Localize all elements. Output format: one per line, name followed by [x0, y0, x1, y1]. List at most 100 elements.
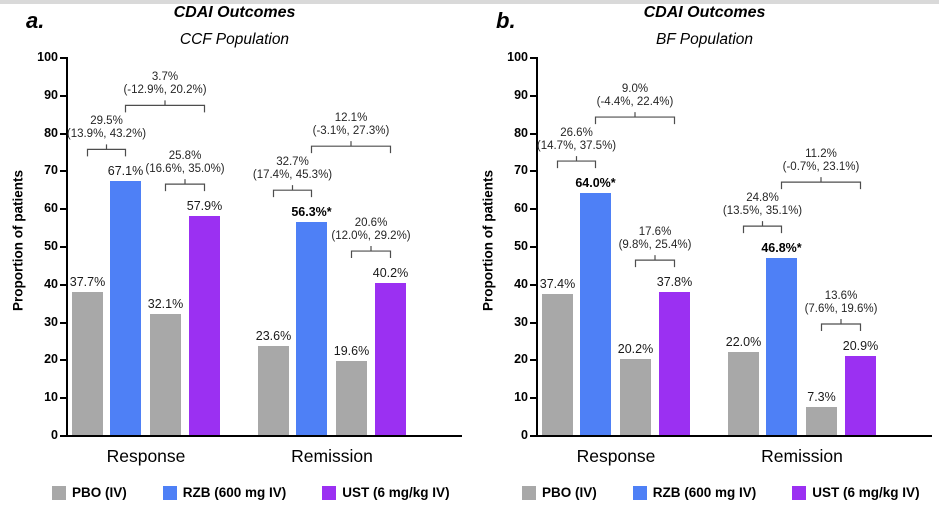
legend-label: RZB (600 mg IV)	[182, 485, 287, 500]
y-tick-label: 60	[514, 201, 528, 216]
bar-value-label: 56.3%*	[291, 205, 332, 220]
y-tick-label: 100	[37, 50, 58, 64]
x-category-label: Remission	[761, 446, 843, 466]
bar-value-label: 20.2%	[617, 341, 654, 356]
y-axis-title: Proportion of patients	[480, 170, 496, 311]
comparison-label: 3.7% (-12.9%, 20.2%)	[123, 71, 206, 97]
chart-subtitle: CCF Population	[179, 31, 290, 48]
comparison-diff: 11.2%	[805, 148, 837, 161]
bar-value-label: 37.4%	[539, 276, 576, 291]
chart-subtitle: BF Population	[655, 31, 754, 48]
y-tick-mark	[60, 208, 66, 211]
comparison-diff: 20.6%	[354, 217, 388, 230]
comparison-bracket	[634, 255, 676, 268]
bar-value-label: 32.1%	[147, 296, 184, 311]
panel-b-bf-population: b. CDAI Outcomes BF Population 0 10 20 30 40…	[470, 0, 939, 522]
x-axis-line	[536, 435, 932, 437]
bar-remission-ust	[375, 283, 406, 435]
legend: PBO (IV) RZB (600 mg IV) UST (6 mg/kg IV)	[52, 485, 450, 500]
bar-value-label: 57.9%	[186, 199, 223, 214]
comparison-bracket	[556, 156, 597, 169]
y-tick-mark	[530, 94, 536, 97]
panel-letter-a: a.	[26, 8, 45, 33]
rzb-color-swatch	[162, 485, 177, 500]
y-tick-label: 0	[51, 428, 58, 442]
y-tick-mark	[530, 397, 536, 400]
bar-response-pbo	[542, 293, 573, 435]
y-tick-mark	[60, 132, 66, 135]
ust-color-swatch	[322, 485, 337, 500]
legend-item-pbo: PBO (IV)	[522, 485, 597, 500]
comparison-ci: (-12.9%, 20.2%)	[123, 84, 207, 97]
y-tick-label: 70	[44, 163, 58, 178]
comparison-ci: (7.6%, 19.6%)	[804, 302, 878, 315]
comparison-bracket	[780, 177, 862, 190]
y-tick-mark	[530, 321, 536, 324]
pbo-color-swatch	[52, 485, 66, 500]
y-tick-mark	[60, 435, 66, 437]
comparison-bracket	[124, 100, 206, 113]
comparison-bracket	[310, 141, 392, 154]
bar-response-ust	[189, 216, 220, 435]
bar-value-label: 22.0%	[725, 334, 762, 349]
y-tick-label: 10	[514, 390, 528, 405]
bar-value-label: 19.6%	[333, 343, 370, 358]
comparison-diff: 17.6%	[638, 226, 672, 239]
bar-value-label: 46.8%*	[761, 241, 802, 256]
bar-response-pbo	[72, 292, 103, 435]
y-tick-mark	[60, 246, 66, 248]
bar-remission-pbo-2	[336, 360, 367, 435]
comparison-brackets-layer	[556, 112, 862, 331]
comparison-bracket	[164, 179, 206, 192]
bar-value-label: 64.0%*	[575, 176, 616, 191]
comparison-ci: (17.4%, 45.3%)	[252, 169, 333, 182]
comparison-ci: (9.8%, 25.4%)	[618, 239, 692, 252]
y-tick-mark	[530, 208, 536, 211]
comparison-ci: (-4.4%, 22.4%)	[596, 96, 674, 109]
y-tick-mark	[530, 57, 536, 59]
y-tick-mark	[60, 57, 66, 59]
comparison-bracket	[350, 246, 392, 259]
bar-value-label: 23.6%	[255, 328, 292, 343]
y-axis-line	[536, 57, 538, 437]
comparison-bracket	[272, 185, 313, 198]
y-tick-label: 20	[514, 352, 528, 367]
y-tick-label: 100	[507, 50, 528, 64]
bar-remission-pbo	[258, 345, 289, 435]
y-tick-label: 10	[44, 390, 58, 405]
y-tick-label: 30	[44, 314, 58, 329]
bar-value-label: 67.1%	[107, 164, 144, 179]
x-category-label: Response	[576, 446, 656, 466]
comparison-diff: 32.7%	[276, 156, 309, 169]
legend-item-rzb: RZB (600 mg IV)	[162, 485, 287, 500]
legend-label: RZB (600 mg IV)	[652, 485, 757, 500]
bar-remission-ust	[845, 355, 876, 435]
legend-item-rzb: RZB (600 mg IV)	[632, 485, 757, 500]
bar-value-label: 37.7%	[69, 275, 106, 290]
comparison-diff: 26.6%	[560, 127, 593, 140]
comparison-diff: 24.8%	[746, 192, 779, 205]
comparison-label: 26.6% (14.7%, 37.5%)	[537, 127, 616, 153]
comparison-diff: 25.8%	[168, 150, 202, 163]
comparison-ci: (16.6%, 35.0%)	[145, 163, 225, 176]
y-tick-mark	[60, 170, 66, 173]
bar-chart-ccf: 0 10 20 30 40 50 60 70 80 90 100 Proportion of pati…	[0, 0, 469, 522]
y-tick-label: 80	[44, 125, 58, 140]
comparison-bracket	[594, 112, 676, 125]
x-category-label: Response	[106, 446, 186, 466]
y-tick-label: 90	[44, 87, 58, 102]
y-tick-label: 50	[514, 239, 528, 253]
y-axis-line	[66, 57, 68, 437]
chart-title: CDAI Outcomes	[643, 4, 766, 21]
legend-label: PBO (IV)	[72, 485, 127, 500]
y-tick-label: 0	[521, 428, 528, 442]
bar-remission-rzb	[296, 222, 327, 435]
bar-remission-pbo-2	[806, 407, 837, 435]
y-tick-label: 90	[514, 87, 528, 102]
y-tick-label: 30	[514, 314, 528, 329]
bar-chart-bf: 0 10 20 30 40 50 60 70 80 90 100 Proportion of pati…	[470, 0, 939, 522]
y-tick-mark	[530, 132, 536, 135]
comparison-bracket	[742, 221, 783, 234]
bar-response-ust	[659, 292, 690, 435]
